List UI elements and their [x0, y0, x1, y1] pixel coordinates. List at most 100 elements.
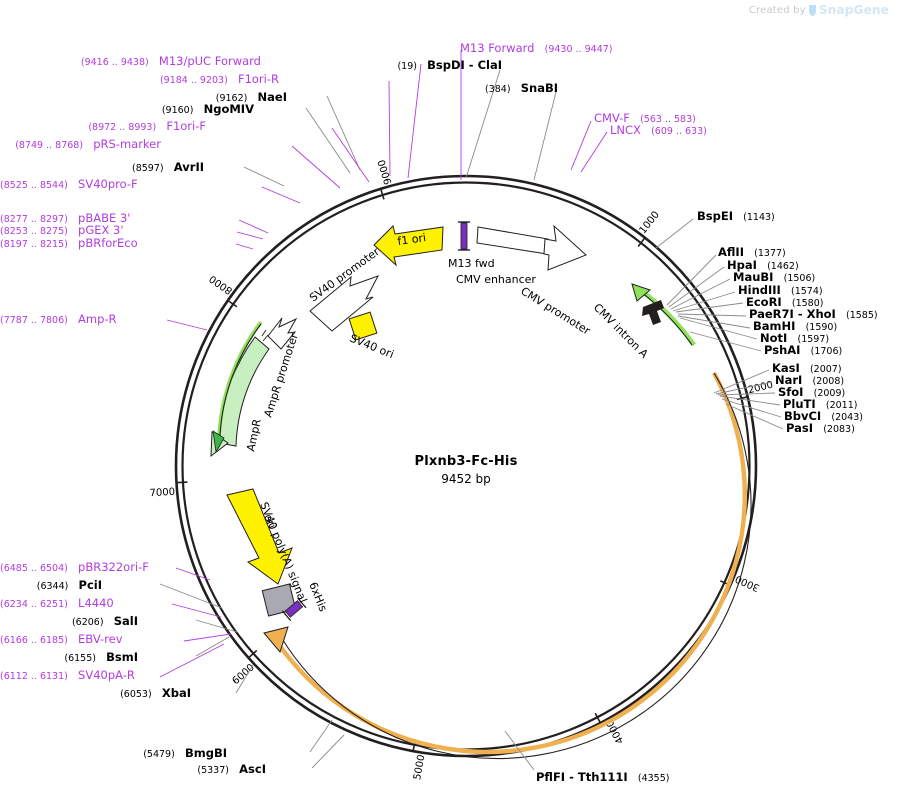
label-name: F1ori-F — [166, 119, 206, 133]
primer-label[interactable]: (6112 .. 6131) SV40pA-R — [0, 666, 135, 682]
enzyme-label[interactable]: PflFI - Tth111I (4355) — [536, 768, 669, 784]
label-name: MauBI — [733, 270, 774, 284]
feature-label-ampr: AmpR — [244, 417, 264, 452]
label-name: SfoI — [778, 385, 804, 399]
label-position: (5337) — [197, 765, 229, 776]
enzyme-label[interactable]: PaeR7I - XhoI (1585) — [749, 305, 878, 321]
plasmid-name: Plxnb3-Fc-His — [414, 454, 518, 469]
enzyme-label[interactable]: (6053) XbaI — [0, 684, 191, 700]
primer-label[interactable]: (8253 .. 8275) pGEX 3' — [0, 221, 124, 237]
enzyme-label[interactable]: (8597) AvrII — [0, 158, 204, 174]
label-name: EcoRI — [746, 295, 782, 309]
enzyme-label[interactable]: NarI (2008) — [775, 371, 844, 387]
enzyme-label[interactable]: HpaI (1462) — [727, 256, 799, 272]
enzyme-label[interactable]: (19) BspDI - ClaI — [0, 56, 502, 72]
label-name: L4440 — [78, 596, 114, 610]
label-position: (6112 .. 6131) — [0, 671, 68, 682]
label-position: (8197 .. 8215) — [0, 239, 68, 250]
label-name: SV40pro-F — [78, 177, 138, 191]
label-position: (8597) — [132, 163, 164, 174]
enzyme-label[interactable]: AflII (1377) — [718, 243, 786, 259]
enzyme-label[interactable]: SfoI (2009) — [778, 383, 845, 399]
primer-label[interactable]: M13 Forward (9430 .. 9447) — [460, 39, 613, 55]
primer-label[interactable]: (9416 .. 9438) M13/pUC Forward — [0, 52, 261, 68]
primer-label[interactable]: (6166 .. 6185) EBV-rev — [0, 630, 123, 646]
label-position: (2009) — [813, 388, 846, 399]
enzyme-label[interactable]: BbvCI (2043) — [784, 407, 863, 423]
enzyme-label[interactable]: PasI (2083) — [786, 419, 855, 435]
primer-label[interactable]: (7787 .. 7806) Amp-R — [0, 310, 117, 326]
label-position: (2007) — [809, 364, 842, 375]
feature-cmv-promoter — [543, 224, 587, 271]
enzyme-label[interactable]: HindIII (1574) — [738, 281, 823, 297]
tick-label: 8000 — [208, 273, 235, 297]
label-name: SalI — [113, 614, 138, 628]
plasmid-size: 9452 bp — [441, 472, 491, 486]
label-name: BspEI — [697, 209, 733, 223]
label-position: (1590) — [805, 322, 838, 333]
primer-label[interactable]: CMV-F (563 .. 583) — [594, 109, 696, 125]
primer-label[interactable]: (9184 .. 9203) F1ori-R — [0, 70, 279, 86]
label-position: (9160) — [161, 105, 194, 116]
primer-label[interactable]: (8197 .. 8215) pBRforEco — [0, 234, 138, 250]
primer-label[interactable]: LNCX (609 .. 633) — [610, 121, 707, 137]
label-name: PluTI — [783, 397, 816, 411]
label-position: (9184 .. 9203) — [159, 75, 228, 86]
label-position: (9416 .. 9438) — [80, 57, 149, 68]
label-position: (7787 .. 7806) — [0, 315, 68, 326]
label-position: (8525 .. 8544) — [0, 180, 68, 191]
label-position: (2011) — [825, 400, 858, 411]
feature-ori — [226, 488, 293, 585]
enzyme-label[interactable]: PshAI (1706) — [764, 341, 842, 357]
label-name: AvrII — [173, 160, 204, 174]
enzyme-label[interactable]: (6206) SalI — [0, 612, 138, 628]
feature-cmv-enhancer — [476, 226, 549, 255]
label-position: (8972 .. 8993) — [88, 122, 157, 133]
primer-label[interactable]: (8525 .. 8544) SV40pro-F — [0, 175, 138, 191]
feature-label-ori: ori — [261, 512, 278, 530]
enzyme-label[interactable]: PluTI (2011) — [783, 395, 857, 411]
label-position: (1506) — [783, 273, 816, 284]
label-name: HindIII — [738, 283, 781, 297]
watermark-brand: SnapGene — [818, 3, 889, 17]
feature-label-sv40-ori: SV40 ori — [348, 332, 396, 361]
label-position: (19) — [397, 61, 417, 72]
label-position: (4355) — [637, 773, 670, 784]
label-name: HpaI — [727, 258, 757, 272]
feature-label-cmv-intron-a: CMV intron A — [591, 301, 651, 361]
primer-label[interactable]: (8972 .. 8993) F1ori-F — [0, 117, 206, 133]
enzyme-label[interactable]: (5337) AscI — [0, 760, 266, 776]
label-name: PciI — [78, 578, 102, 592]
enzyme-label[interactable]: (6344) PciI — [0, 576, 102, 592]
primer-label[interactable]: (6234 .. 6251) L4440 — [0, 594, 114, 610]
label-name: SnaBI — [520, 81, 558, 95]
label-position: (2083) — [823, 424, 855, 435]
enzyme-label[interactable]: NotI (1597) — [760, 329, 829, 345]
enzyme-label[interactable]: KasI (2007) — [772, 359, 842, 375]
enzyme-label[interactable]: MauBI (1506) — [733, 268, 815, 284]
tick-label: 1000 — [638, 209, 662, 236]
enzyme-label[interactable]: BamHI (1590) — [753, 317, 837, 333]
label-name: XbaI — [161, 686, 191, 700]
enzyme-label[interactable]: (6155) BsmI — [0, 648, 138, 664]
enzyme-leader-lines — [159, 69, 784, 771]
label-name: pBABE 3' — [78, 211, 131, 225]
primer-label[interactable]: (8749 .. 8768) pRS-marker — [0, 135, 161, 151]
enzyme-label[interactable]: EcoRI (1580) — [746, 293, 823, 309]
label-position: (384) — [485, 84, 511, 95]
label-position: (6485 .. 6504) — [0, 563, 68, 574]
enzyme-label[interactable]: (9160) NgoMIV — [0, 100, 254, 116]
enzyme-label[interactable]: (5479) BmgBI — [0, 744, 227, 760]
label-position: (1462) — [767, 261, 799, 272]
primer-label[interactable]: (8277 .. 8297) pBABE 3' — [0, 209, 130, 225]
primer-label[interactable]: (6485 .. 6504) pBR322ori-F — [0, 558, 149, 574]
enzyme-label[interactable]: (384) SnaBI — [0, 79, 558, 95]
feature-cmv-intron-a — [631, 283, 696, 347]
enzyme-label[interactable]: BspEI (1143) — [697, 207, 775, 223]
label-name: PshAI — [764, 343, 801, 357]
enzyme-label[interactable]: (9162) NaeI — [0, 88, 287, 104]
watermark-text: Created by — [748, 4, 806, 16]
feature-label-m13-fwd: M13 fwd — [448, 257, 495, 270]
label-name: M13 Forward — [460, 41, 535, 55]
label-position: (6344) — [36, 581, 69, 592]
